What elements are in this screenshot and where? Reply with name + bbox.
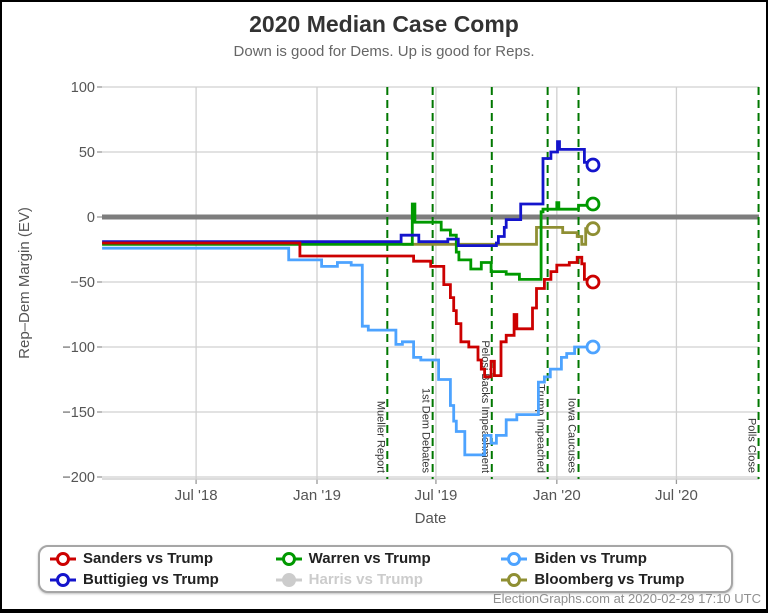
- chart-canvas: Jul '18 Jan '19 Jul '19 Jan '20 Jul '20 100 50…: [16, 80, 760, 527]
- y-tick-label: −50: [70, 275, 95, 291]
- series-sanders-vs-trump: [102, 241, 595, 379]
- x-tick-label: Jan '20: [533, 487, 581, 504]
- series-buttigieg-vs-trump: [102, 140, 595, 247]
- x-tick-label: Jul '20: [655, 487, 698, 504]
- series-biden-vs-trump-end-marker: [585, 339, 601, 355]
- legend-marker-icon: [275, 572, 302, 587]
- legend-item-bloomberg-vs-trump[interactable]: Bloomberg vs Trump: [501, 569, 727, 590]
- event-label-iowa-caucuses: Iowa Caucuses: [566, 398, 578, 474]
- event-label-1st-dem-debates: 1st Dem Debates: [420, 388, 432, 473]
- legend-item-biden-vs-trump[interactable]: Biden vs Trump: [501, 548, 727, 569]
- x-axis-label: Date: [415, 510, 447, 527]
- event-label-trump-impeached: Trump Impeached: [535, 384, 547, 473]
- series-bloomberg-vs-trump: [402, 226, 593, 246]
- legend-item-harris-vs-trump[interactable]: Harris vs Trump: [275, 569, 502, 590]
- y-tick-label: 100: [71, 80, 95, 96]
- legend-label: Buttigieg vs Trump: [83, 571, 219, 588]
- y-tick-label: 0: [87, 210, 95, 226]
- event-label-pelosi-backs-impeachment: Pelosi Backs Impeachment: [479, 340, 491, 473]
- legend-label: Biden vs Trump: [534, 550, 647, 567]
- y-tick-label: 50: [79, 145, 95, 161]
- series-warren-vs-trump: [102, 201, 595, 281]
- series-biden-vs-trump: [102, 246, 593, 457]
- legend-marker-icon: [275, 551, 302, 566]
- event-label-polls-close: Polls Close: [746, 418, 758, 473]
- legend-label: Bloomberg vs Trump: [534, 571, 685, 588]
- series-buttigieg-vs-trump-end-marker: [585, 157, 601, 173]
- series-sanders-vs-trump-end-marker: [585, 274, 601, 290]
- legend-marker-icon: [501, 572, 528, 587]
- legend-label: Sanders vs Trump: [83, 550, 214, 567]
- chart-title: 2020 Median Case Comp: [249, 11, 519, 37]
- legend-marker-icon: [50, 551, 76, 566]
- footer-credit: ElectionGraphs.com at 2020-02-29 17:10 U…: [492, 591, 761, 606]
- y-axis-label: Rep–Dem Margin (EV): [16, 207, 33, 359]
- x-tick-label: Jan '19: [293, 487, 341, 504]
- y-tick-label: −100: [62, 340, 95, 356]
- chart-subtitle: Down is good for Dems. Up is good for Re…: [233, 43, 535, 60]
- event-label-mueller-report: Mueller Report: [374, 401, 386, 473]
- legend-label: Harris vs Trump: [308, 571, 423, 588]
- legend-item-buttigieg-vs-trump[interactable]: Buttigieg vs Trump: [50, 569, 276, 590]
- y-tick-label: −150: [62, 405, 95, 421]
- x-tick-label: Jul '19: [414, 487, 457, 504]
- y-tick-label: −200: [62, 470, 95, 486]
- x-tick-label: Jul '18: [175, 487, 218, 504]
- legend-marker-icon: [50, 572, 76, 587]
- series-bloomberg-vs-trump-end-marker: [585, 221, 601, 237]
- legend: Sanders vs Trump Warren vs Trump Biden vs …: [38, 545, 733, 593]
- legend-item-sanders-vs-trump[interactable]: Sanders vs Trump: [50, 548, 276, 569]
- series-warren-vs-trump-end-marker: [585, 196, 601, 212]
- legend-item-warren-vs-trump[interactable]: Warren vs Trump: [275, 548, 502, 569]
- legend-marker-icon: [501, 551, 528, 566]
- legend-label: Warren vs Trump: [308, 550, 431, 567]
